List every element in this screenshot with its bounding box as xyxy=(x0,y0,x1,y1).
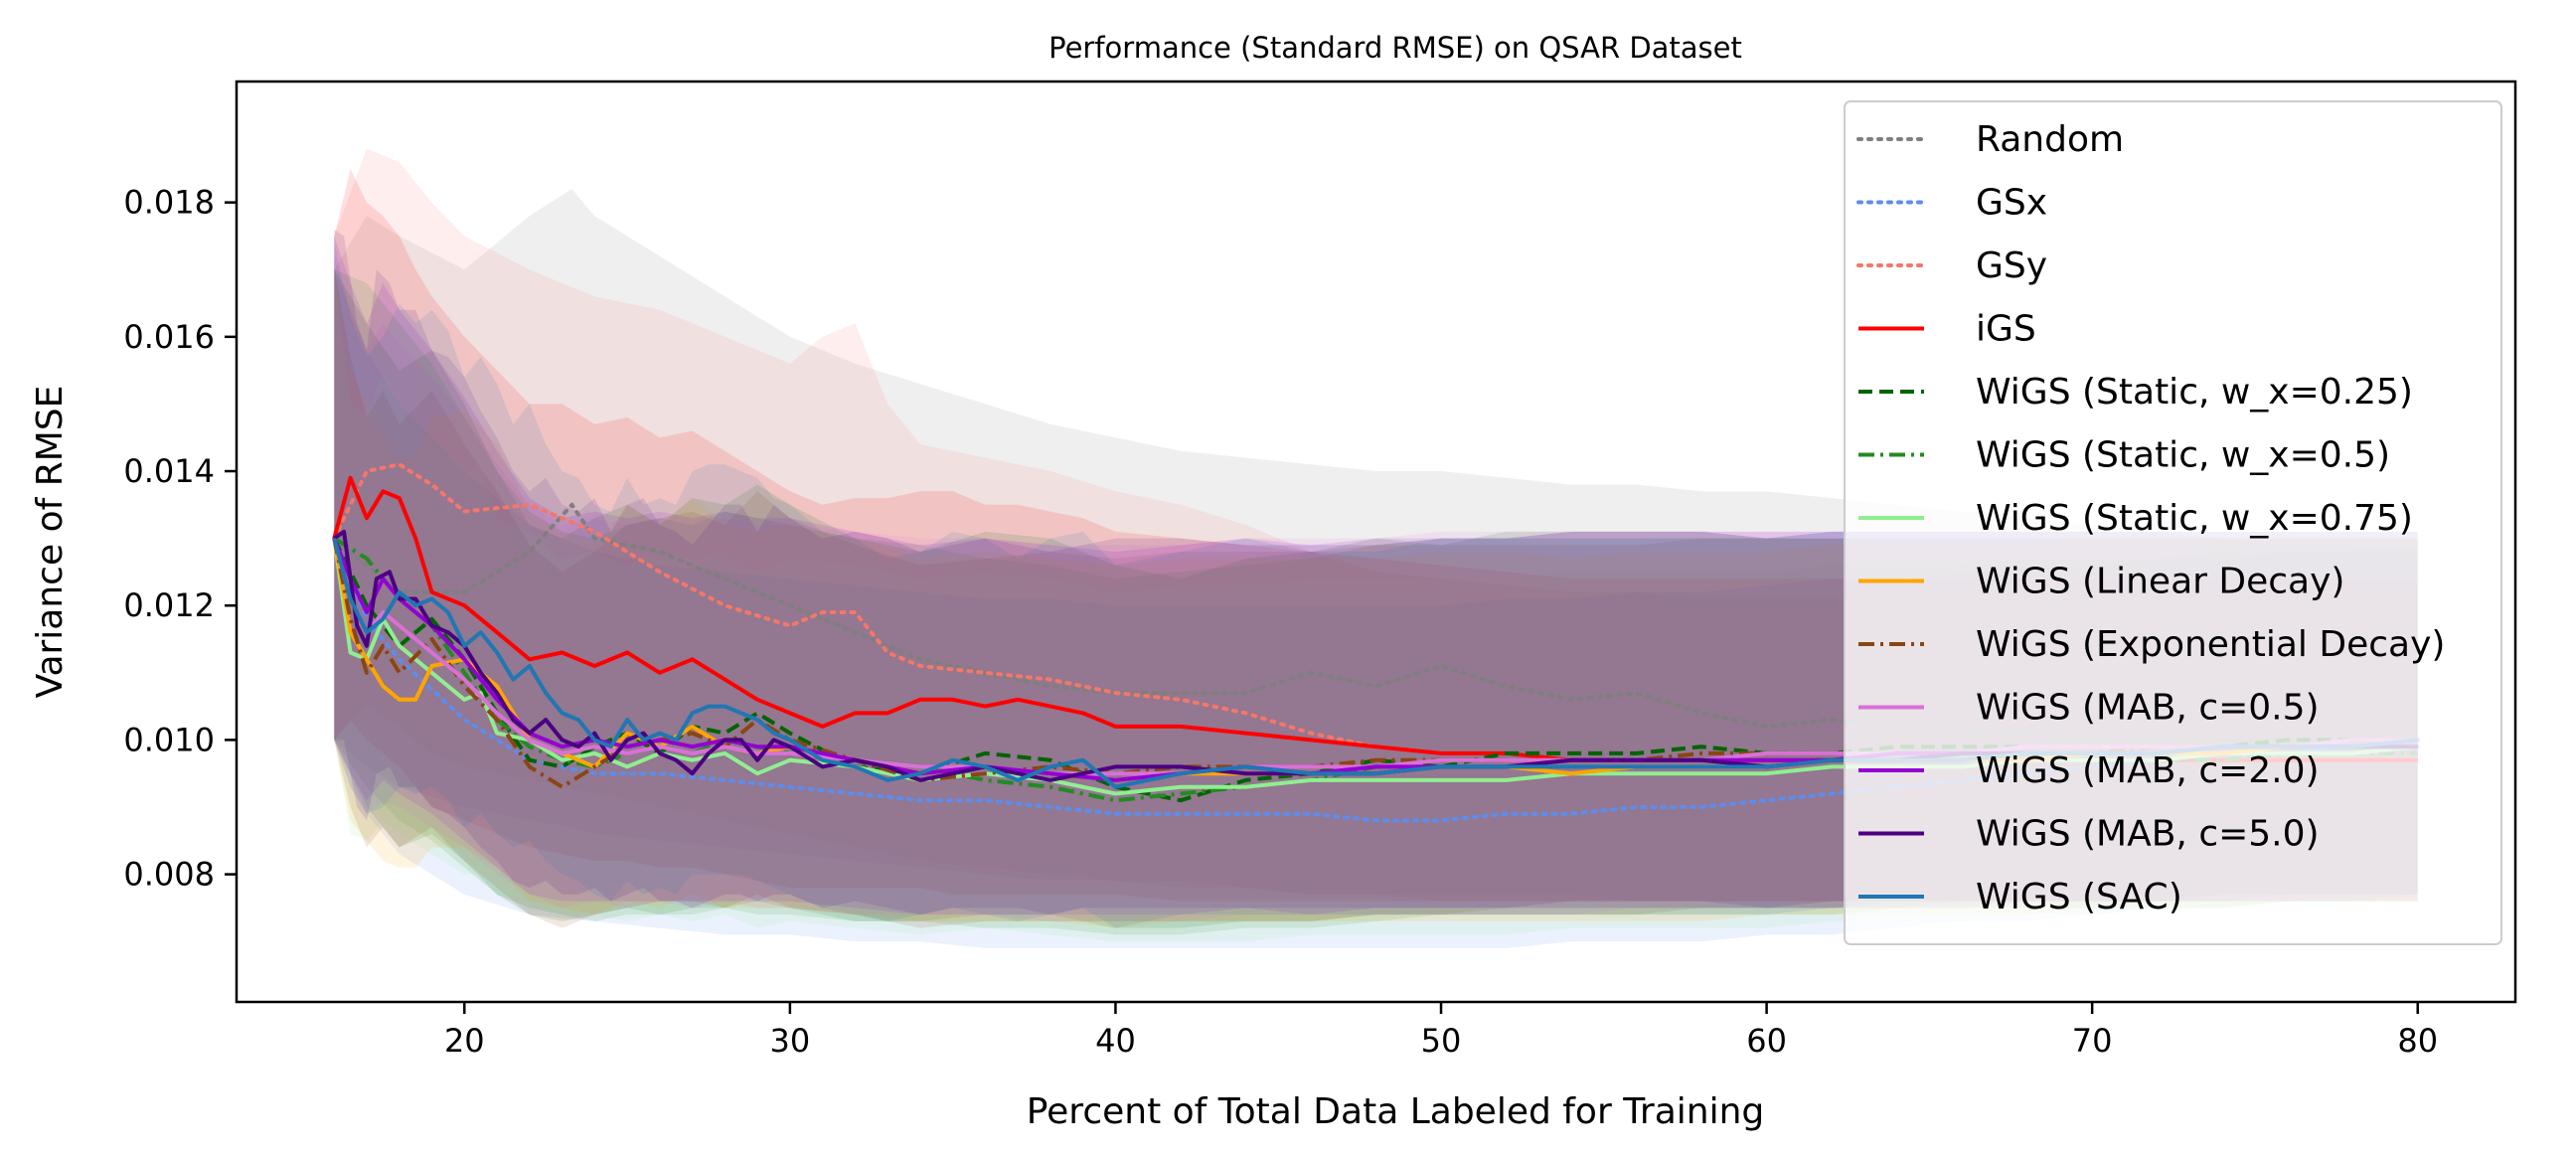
legend-frame xyxy=(1844,100,2502,945)
x-tick-label: 30 xyxy=(770,1022,811,1060)
legend-label-wigs-linear-decay: WiGS (Linear Decay) xyxy=(1976,562,2344,602)
y-tick-label: 0.012 xyxy=(123,586,215,624)
legend-label-wigs-sac: WiGS (SAC) xyxy=(1976,877,2182,917)
line-wigs-sac xyxy=(332,538,2418,789)
y-tick-label: 0.014 xyxy=(123,452,215,490)
plot-frame xyxy=(235,80,2517,1004)
legend: Random GSx GSy iGS WiGS (Static, w_x=0.25) Wi… xyxy=(1844,100,2502,945)
x-tick-label: 60 xyxy=(1746,1022,1787,1060)
legend-label-wigs-static-w-x-0-5: WiGS (Static, w_x=0.5) xyxy=(1976,435,2390,476)
x-axis-label: Percent of Total Data Labeled for Traini… xyxy=(1027,1091,1765,1132)
y-tick-label: 0.016 xyxy=(123,318,215,356)
legend-label-wigs-static-w-x-0-25: WiGS (Static, w_x=0.25) xyxy=(1976,372,2413,413)
legend-label-wigs-mab-c-5-0: WiGS (MAB, c=5.0) xyxy=(1976,814,2320,855)
x-tick-label: 70 xyxy=(2072,1022,2113,1060)
legend-label-wigs-mab-c-2-0: WiGS (MAB, c=2.0) xyxy=(1976,750,2320,791)
legend-label-wigs-exponential-decay: WiGS (Exponential Decay) xyxy=(1976,624,2445,665)
x-axis-ticks: 20 30 40 50 60 70 80 xyxy=(444,1002,2438,1060)
chart-title: Performance (Standard RMSE) on QSAR Data… xyxy=(1048,31,1742,65)
y-tick-label: 0.010 xyxy=(123,721,215,758)
x-tick-label: 80 xyxy=(2397,1022,2438,1060)
legend-label-random: Random xyxy=(1976,119,2124,160)
legend-label-gsy: GSy xyxy=(1976,246,2047,286)
y-tick-label: 0.008 xyxy=(123,856,215,894)
y-axis-ticks: 0.008 0.010 0.012 0.014 0.016 0.018 xyxy=(123,184,237,894)
line-wigs-exponential-decay xyxy=(332,538,2418,789)
legend-label-wigs-mab-c-0-5: WiGS (MAB, c=0.5) xyxy=(1976,688,2320,729)
x-tick-label: 20 xyxy=(444,1022,485,1060)
x-tick-label: 40 xyxy=(1095,1022,1136,1060)
legend-label-igs: iGS xyxy=(1976,309,2036,350)
legend-label-wigs-static-w-x-0-75: WiGS (Static, w_x=0.75) xyxy=(1976,498,2413,539)
x-tick-label: 50 xyxy=(1421,1022,1462,1060)
y-tick-label: 0.018 xyxy=(123,184,215,222)
y-axis-label: Variance of RMSE xyxy=(30,386,71,699)
legend-label-gsx: GSx xyxy=(1976,183,2047,224)
